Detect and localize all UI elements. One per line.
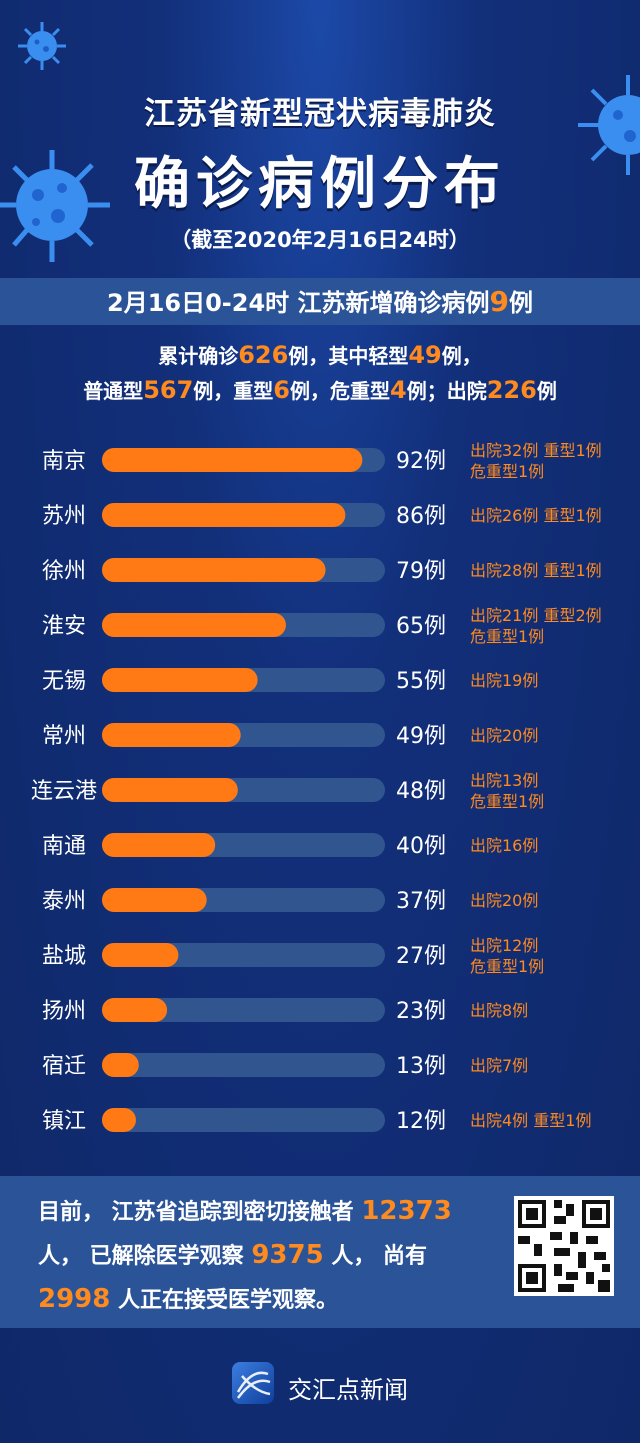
note-label: 出院7例 <box>470 1056 528 1075</box>
brand-name: 交汇点新闻 <box>288 1376 408 1404</box>
note-label: 出院26例 重型1例 <box>470 506 602 525</box>
city-label: 盐城 <box>42 944 86 969</box>
note-label: 出院8例 <box>470 1001 528 1020</box>
note-label: 危重型1例 <box>470 462 544 481</box>
bar <box>102 723 241 747</box>
value-label: 48例 <box>396 779 446 804</box>
note-label: 出院20例 <box>470 891 538 910</box>
city-label: 南通 <box>42 834 86 859</box>
title-line1: 江苏省新型冠状病毒肺炎 <box>144 96 496 132</box>
bar <box>102 943 179 967</box>
note-label: 危重型1例 <box>470 792 544 811</box>
value-label: 27例 <box>396 944 446 969</box>
note-label: 出院4例 重型1例 <box>470 1111 591 1130</box>
note-label: 出院19例 <box>470 671 538 690</box>
bar-track <box>102 1053 385 1077</box>
date-subtitle: （截至2020年2月16日24时） <box>170 228 470 252</box>
bar <box>102 778 238 802</box>
virus-icon <box>18 22 66 70</box>
page-title: 确诊病例分布 <box>134 152 506 217</box>
value-label: 40例 <box>396 834 446 859</box>
contacts-count: 12373 <box>361 1196 452 1226</box>
bar-track <box>102 1108 385 1132</box>
new-cases-band: 2月16日0-24时 江苏新增确诊病例9例 <box>0 278 640 325</box>
summary-text: 例，重型 <box>193 379 274 403</box>
contacts-text-part: 人， 尚有 <box>323 1244 428 1269</box>
bar <box>102 668 258 692</box>
note-label: 出院28例 重型1例 <box>470 561 602 580</box>
note-label: 出院16例 <box>470 836 538 855</box>
contacts-text: 目前， 江苏省追踪到密切接触者 12373 人， 已解除医学观察 9375 人，… <box>38 1190 508 1322</box>
summary-text: 例；出院 <box>406 379 487 403</box>
summary-text: 例， <box>441 344 482 368</box>
value-label: 92例 <box>396 449 446 474</box>
critical-count: 4 <box>390 376 407 404</box>
value-label: 49例 <box>396 724 446 749</box>
jiaohuidian-logo-icon <box>232 1362 274 1404</box>
summary-text: 例 <box>536 379 557 403</box>
note-label: 出院32例 重型1例 <box>470 441 602 460</box>
bar <box>102 503 346 527</box>
discharged-count: 226 <box>486 376 537 404</box>
note-label: 出院21例 重型2例 <box>470 606 602 625</box>
bar <box>102 613 286 637</box>
summary-text: 例，其中轻型 <box>288 344 409 368</box>
band-number: 9 <box>489 285 509 318</box>
contacts-text-part: 目前， 江苏省追踪到密切接触者 <box>38 1200 362 1225</box>
city-label: 宿迁 <box>42 1054 86 1079</box>
value-label: 12例 <box>396 1109 446 1134</box>
bar-track <box>102 998 385 1022</box>
city-label: 苏州 <box>42 504 86 529</box>
value-label: 23例 <box>396 999 446 1024</box>
header: 江苏省新型冠状病毒肺炎 确诊病例分布 （截至2020年2月16日24时） <box>0 88 640 254</box>
bar <box>102 1108 136 1132</box>
bar <box>102 448 363 472</box>
city-label: 徐州 <box>42 559 86 584</box>
city-label: 南京 <box>42 449 86 474</box>
city-label: 常州 <box>42 724 86 749</box>
summary-line2: 普通型567例，重型6例，危重型4例；出院226例 <box>0 373 640 408</box>
summary-text: 例，危重型 <box>290 379 390 403</box>
summary-text: 普通型 <box>83 379 144 403</box>
released-count: 9375 <box>251 1240 324 1270</box>
bar <box>102 888 207 912</box>
band-suffix: 例 <box>509 289 533 317</box>
observed-count: 2998 <box>38 1284 111 1314</box>
band-prefix: 2月16日0-24时 江苏新增确诊病例 <box>107 289 490 317</box>
contacts-text-part: 人正在接受医学观察。 <box>110 1288 339 1313</box>
city-label: 淮安 <box>42 614 86 639</box>
value-label: 55例 <box>396 669 446 694</box>
note-label: 出院20例 <box>470 726 538 745</box>
value-label: 65例 <box>396 614 446 639</box>
value-label: 37例 <box>396 889 446 914</box>
note-label: 出院13例 <box>470 771 538 790</box>
severe-count: 6 <box>273 376 290 404</box>
city-label: 扬州 <box>42 999 86 1024</box>
value-label: 13例 <box>396 1054 446 1079</box>
note-label: 危重型1例 <box>470 957 544 976</box>
note-label: 危重型1例 <box>470 627 544 646</box>
bar <box>102 998 168 1022</box>
city-label: 镇江 <box>42 1109 86 1134</box>
summary-text: 累计确诊 <box>158 344 239 368</box>
bar <box>102 833 216 857</box>
city-label: 泰州 <box>42 889 86 914</box>
total-count: 626 <box>238 341 289 369</box>
summary-line1: 累计确诊626例，其中轻型49例， <box>0 338 640 373</box>
bar <box>102 1053 139 1077</box>
city-label: 无锡 <box>42 669 86 694</box>
contacts-text-part: 人， 已解除医学观察 <box>38 1244 252 1269</box>
summary: 累计确诊626例，其中轻型49例， 普通型567例，重型6例，危重型4例；出院2… <box>0 338 640 408</box>
value-label: 86例 <box>396 504 446 529</box>
mild-count: 49 <box>408 341 442 369</box>
virus-icon <box>578 75 640 175</box>
virus-icon <box>0 150 110 262</box>
common-count: 567 <box>143 376 194 404</box>
bar <box>102 558 326 582</box>
qr-code-icon[interactable] <box>514 1196 614 1296</box>
note-label: 出院12例 <box>470 936 538 955</box>
city-label: 连云港 <box>31 779 97 804</box>
value-label: 79例 <box>396 559 446 584</box>
